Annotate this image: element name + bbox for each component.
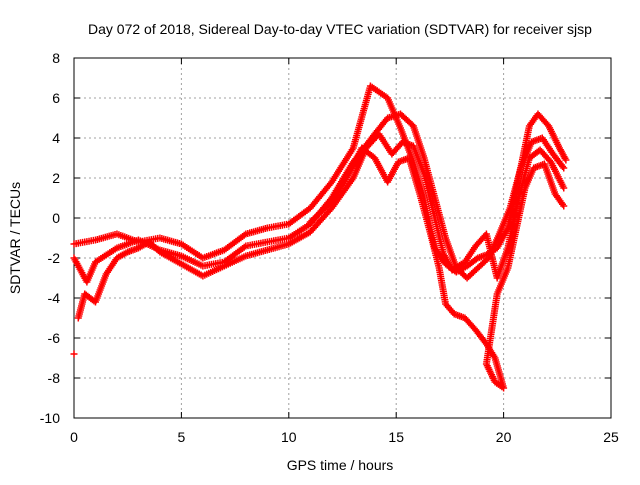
y-tick-label: 6 bbox=[52, 90, 60, 106]
y-tick-label: -10 bbox=[40, 410, 60, 426]
data-point bbox=[560, 164, 568, 172]
x-tick-label: 20 bbox=[496, 429, 512, 445]
y-tick-label: -4 bbox=[48, 290, 61, 306]
y-tick-label: 8 bbox=[52, 50, 60, 66]
x-tick-label: 5 bbox=[178, 429, 186, 445]
y-tick-label: -8 bbox=[48, 370, 61, 386]
data-point bbox=[70, 350, 78, 358]
y-tick-label: -6 bbox=[48, 330, 61, 346]
y-tick-label: 4 bbox=[52, 130, 60, 146]
y-axis-label: SDTVAR / TECUs bbox=[7, 182, 23, 294]
data-layer bbox=[70, 82, 570, 392]
x-axis-label: GPS time / hours bbox=[287, 457, 394, 473]
y-tick-label: 2 bbox=[52, 170, 60, 186]
y-tick-label: 0 bbox=[52, 210, 60, 226]
x-tick-label: 25 bbox=[603, 429, 619, 445]
x-tick-label: 10 bbox=[281, 429, 297, 445]
data-point bbox=[559, 162, 567, 170]
chart-title: Day 072 of 2018, Sidereal Day-to-day VTE… bbox=[88, 21, 592, 37]
data-point bbox=[562, 156, 570, 164]
data-point bbox=[560, 184, 568, 192]
x-tick-label: 0 bbox=[70, 429, 78, 445]
y-tick-label: -2 bbox=[48, 250, 61, 266]
plot-frame bbox=[73, 57, 612, 419]
data-point bbox=[560, 202, 568, 210]
x-tick-label: 15 bbox=[388, 429, 404, 445]
